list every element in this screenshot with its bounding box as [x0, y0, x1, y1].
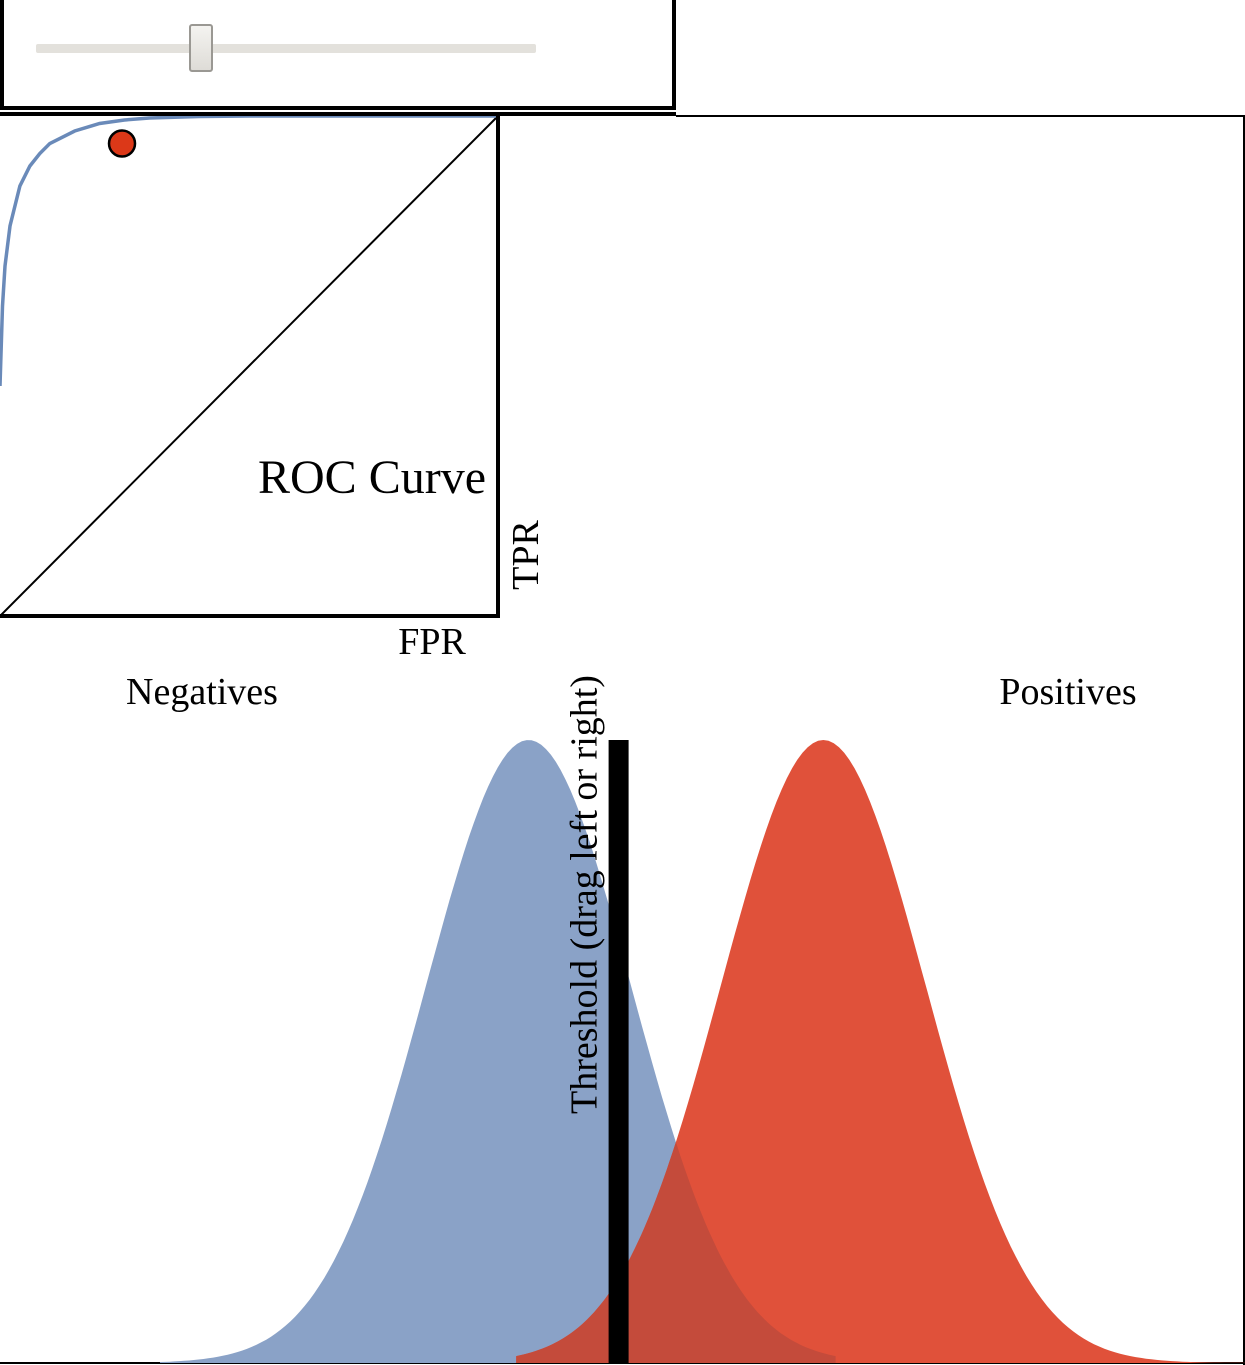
- threshold-handle[interactable]: [608, 740, 629, 1363]
- roc-y-axis-label: TPR: [505, 520, 547, 590]
- roc-plot: ROC Curve FPR TPR: [0, 112, 676, 663]
- roc-plot-border: [0, 116, 500, 618]
- roc-x-axis-label: FPR: [398, 621, 466, 663]
- slider-panel: [0, 0, 676, 110]
- negatives-label: Negatives: [126, 671, 278, 713]
- separation-slider-track[interactable]: [36, 44, 536, 53]
- separation-slider-thumb[interactable]: [189, 24, 213, 72]
- roc-title: ROC Curve: [258, 451, 486, 504]
- distribution-plot: Threshold (drag left or right) Negatives…: [126, 671, 1245, 1363]
- positives-label: Positives: [999, 671, 1136, 713]
- threshold-label: Threshold (drag left or right): [564, 675, 606, 1114]
- roc-diagonal-line: [0, 115, 499, 617]
- roc-operating-point[interactable]: [107, 129, 137, 158]
- overlap-region: [516, 1142, 836, 1363]
